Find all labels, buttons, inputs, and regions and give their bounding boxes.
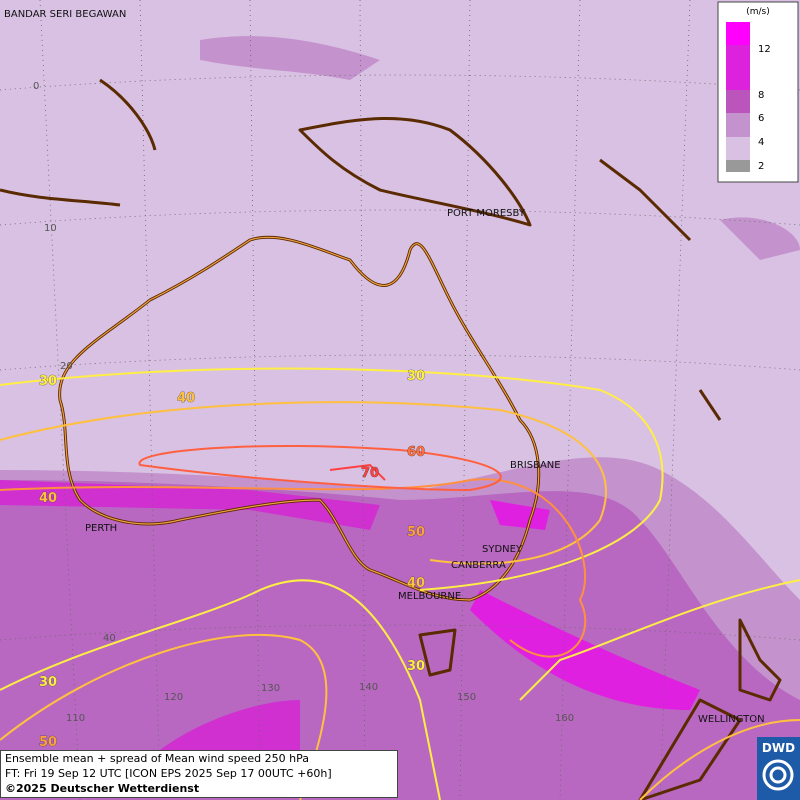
lat-label: 20 <box>60 361 73 372</box>
lon-label: 160 <box>555 713 574 724</box>
city-label: WELLINGTON <box>698 714 765 725</box>
legend-unit: (m/s) <box>746 7 770 17</box>
coastlines <box>0 78 782 800</box>
footer-line: FT: Fri 19 Sep 12 UTC [ICON EPS 2025 Sep… <box>5 767 332 780</box>
lon-label: 140 <box>359 682 378 693</box>
city-label: BRISBANE <box>510 460 561 471</box>
legend-tick: 8 <box>758 90 764 101</box>
city-label: BANDAR SERI BEGAWAN <box>4 9 126 20</box>
legend-tick: 4 <box>758 137 764 148</box>
city-label: PERTH <box>85 523 117 534</box>
lat-label: 10 <box>44 223 57 234</box>
contour-label: 40 <box>39 491 57 506</box>
contour-label: 30 <box>407 659 425 674</box>
spread-shading <box>0 36 800 800</box>
lon-label: 130 <box>261 683 280 694</box>
city-label: CANBERRA <box>451 560 506 571</box>
logo: DWD <box>757 737 800 800</box>
legend-tick: 6 <box>758 113 764 124</box>
contour-label: 30 <box>39 675 57 690</box>
lon-label: 150 <box>457 692 476 703</box>
contour-label: 70 <box>361 466 379 481</box>
legend: (m/s) 12 8 6 4 2 <box>717 1 799 183</box>
city-label: SYDNEY <box>482 544 523 555</box>
contour-label: 50 <box>407 525 425 540</box>
footer-line: ©2025 Deutscher Wetterdienst <box>5 782 200 795</box>
logo-icon <box>762 759 794 791</box>
city-labels: BANDAR SERI BEGAWAN PORT MORESBY BRISBAN… <box>4 9 765 725</box>
legend-tick: 2 <box>758 161 764 172</box>
contour-label: 50 <box>39 735 57 750</box>
city-label: PORT MORESBY <box>447 208 526 219</box>
contour-labels: 30 40 30 60 70 40 50 40 30 30 50 <box>39 369 426 751</box>
grid-labels: 0 10 20 40 110 120 130 140 150 160 <box>33 81 574 724</box>
contour-label: 40 <box>407 576 425 591</box>
contour-label: 60 <box>407 445 425 460</box>
lon-label: 110 <box>66 713 85 724</box>
lon-label: 120 <box>164 692 183 703</box>
footer-line: Ensemble mean + spread of Mean wind spee… <box>5 752 309 765</box>
legend-tick: 12 <box>758 44 771 55</box>
logo-text: DWD <box>761 741 796 755</box>
contours <box>0 367 800 800</box>
contour-label: 30 <box>407 369 425 384</box>
city-label: MELBOURNE <box>398 591 461 602</box>
lat-label: 0 <box>33 81 39 92</box>
footer: Ensemble mean + spread of Mean wind spee… <box>0 750 398 798</box>
lat-label: 40 <box>103 633 116 644</box>
contour-label: 30 <box>39 374 57 389</box>
contour-label: 40 <box>177 391 195 406</box>
